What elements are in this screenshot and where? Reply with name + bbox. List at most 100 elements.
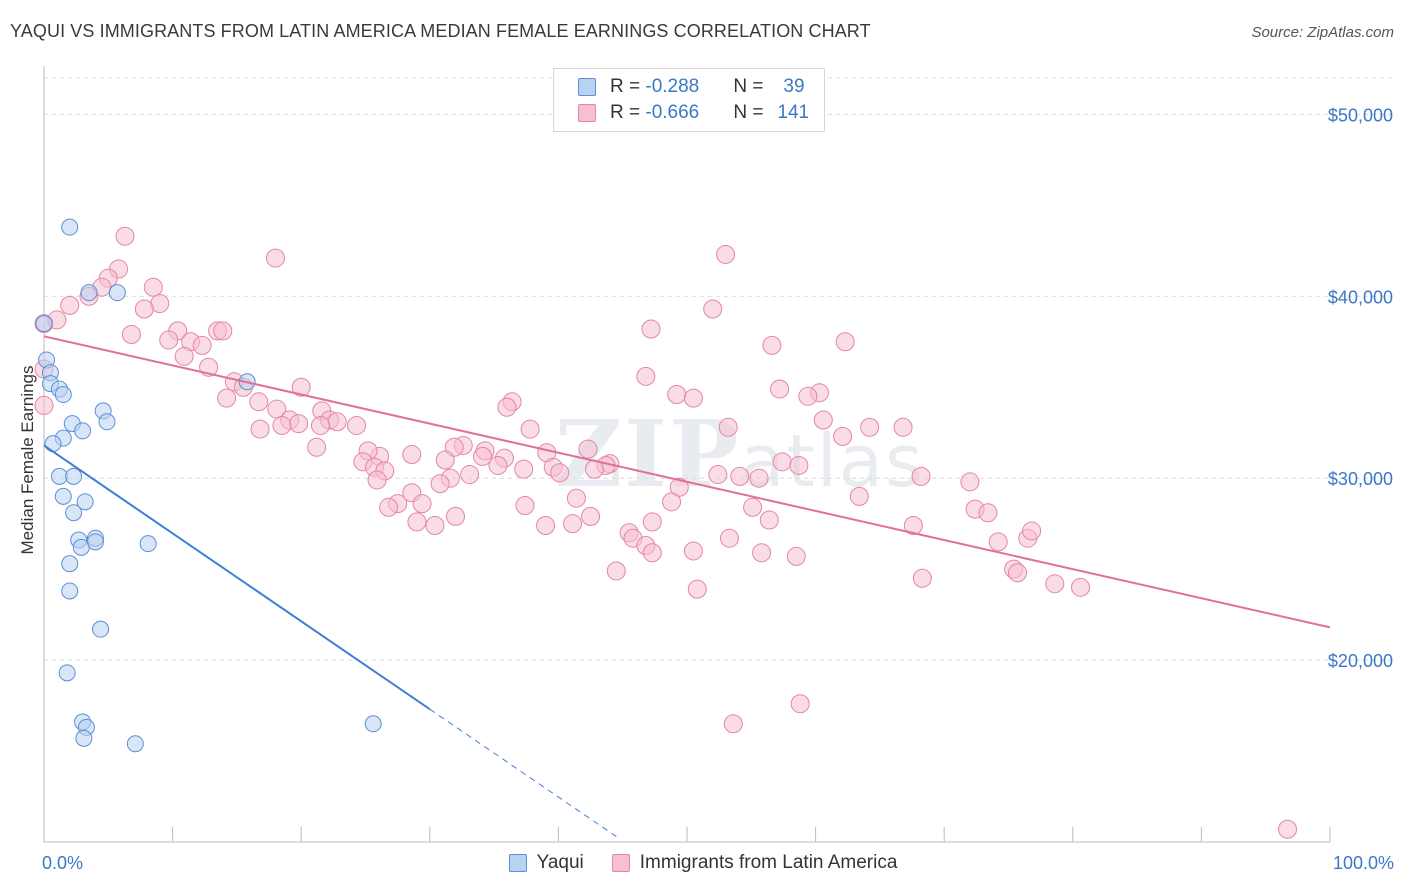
correlation-legend: R = -0.288 N = 39 R = -0.666 N = 141 — [553, 68, 825, 132]
series-swatch-latam — [611, 854, 630, 872]
latam-point — [786, 546, 806, 566]
x-tick-label: 0.0% — [42, 853, 83, 873]
latam-point — [687, 579, 707, 599]
y-axis-label: Median Female Earnings — [18, 366, 37, 555]
yaqui-point — [74, 422, 92, 440]
latam-point — [249, 392, 269, 412]
latam-point — [550, 463, 570, 483]
yaqui-point — [139, 535, 157, 553]
latam-point — [488, 455, 508, 475]
latam-point — [60, 295, 80, 315]
latam-point — [272, 415, 292, 435]
yaqui-trend-extension — [429, 708, 617, 837]
chart-source: Source: ZipAtlas.com — [1251, 24, 1394, 41]
latam-point — [289, 414, 309, 434]
latam-point — [121, 324, 141, 344]
latam-point — [860, 417, 880, 437]
latam-point — [667, 385, 687, 405]
series-legend: Yaqui Immigrants from Latin America — [0, 852, 1406, 874]
latam-point — [606, 561, 626, 581]
latam-point — [770, 379, 790, 399]
latam-point — [911, 466, 931, 486]
latam-point — [642, 512, 662, 532]
legend-r-value: -0.666 — [645, 102, 700, 123]
axis-labels: $20,000 $30,000 $40,000 $50,000 0.0% 100.0% Me… — [18, 105, 1394, 873]
latam-point — [772, 452, 792, 472]
series-legend-yaqui[interactable]: Yaqui — [508, 852, 584, 874]
latam-point — [566, 488, 586, 508]
y-tick-label: $20,000 — [1328, 651, 1393, 671]
legend-swatch-yaqui — [578, 78, 596, 96]
latam-point — [159, 330, 179, 350]
legend-n-label: N = — [733, 102, 769, 123]
latam-point — [789, 455, 809, 475]
latam-point — [1045, 574, 1065, 594]
latam-point — [265, 248, 285, 268]
latam-trend-line — [43, 335, 1331, 629]
latam-point — [703, 299, 723, 319]
yaqui-trend-line — [43, 444, 431, 711]
yaqui-point — [61, 555, 79, 573]
yaqui-point — [54, 487, 72, 505]
latam-point — [250, 419, 270, 439]
latam-point — [716, 244, 736, 264]
latam-point — [578, 439, 598, 459]
legend-n-value: 141 — [777, 102, 810, 123]
yaqui-point — [54, 386, 72, 404]
latam-point — [759, 510, 779, 530]
legend-r-label: R = — [610, 102, 646, 123]
latam-point — [446, 506, 466, 526]
latam-point — [641, 319, 661, 339]
yaqui-point — [80, 284, 98, 302]
yaqui-point — [65, 467, 83, 485]
legend-row-yaqui: R = -0.288 N = 39 — [578, 74, 805, 100]
latam-point — [435, 450, 455, 470]
latam-point — [708, 465, 728, 485]
yaqui-point — [86, 533, 104, 551]
latam-point — [662, 492, 682, 512]
latam-point — [310, 415, 330, 435]
latam-point — [407, 512, 427, 532]
latam-point — [723, 714, 743, 734]
yaqui-point — [75, 729, 93, 747]
latam-point — [412, 494, 432, 514]
latam-point — [960, 472, 980, 492]
latam-point — [174, 346, 194, 366]
yaqui-point — [61, 218, 79, 236]
latam-point — [430, 474, 450, 494]
latam-point — [978, 503, 998, 523]
watermark-atlas: atlas — [740, 419, 925, 503]
latam-point — [514, 459, 534, 479]
latam-point — [473, 446, 493, 466]
latam-point — [192, 335, 212, 355]
latam-point — [515, 495, 535, 515]
latam-point — [34, 395, 54, 415]
legend-r-value: -0.288 — [645, 76, 700, 97]
latam-point — [460, 465, 480, 485]
yaqui-point — [126, 735, 144, 753]
latam-point — [719, 528, 739, 548]
latam-point — [1022, 521, 1042, 541]
latam-point — [307, 437, 327, 457]
legend-swatch-latam — [578, 104, 596, 122]
latam-point — [379, 497, 399, 517]
latam-point — [367, 470, 387, 490]
series-swatch-yaqui — [508, 854, 527, 872]
latam-point — [903, 515, 923, 535]
latam-point — [718, 417, 738, 437]
gridlines — [44, 77, 1392, 661]
latam-point — [536, 515, 556, 535]
latam-point — [798, 386, 818, 406]
series-legend-latam[interactable]: Immigrants from Latin America — [611, 852, 897, 874]
latam-point — [563, 514, 583, 534]
yaqui-point — [50, 467, 68, 485]
latam-point — [346, 415, 366, 435]
yaqui-point — [98, 413, 116, 431]
latam-point — [849, 486, 869, 506]
latam-point — [143, 277, 163, 297]
latam-point — [790, 694, 810, 714]
yaqui-points — [35, 218, 382, 753]
legend-n-value: 39 — [783, 76, 805, 97]
yaqui-point — [72, 538, 90, 556]
y-tick-label: $40,000 — [1328, 287, 1393, 307]
